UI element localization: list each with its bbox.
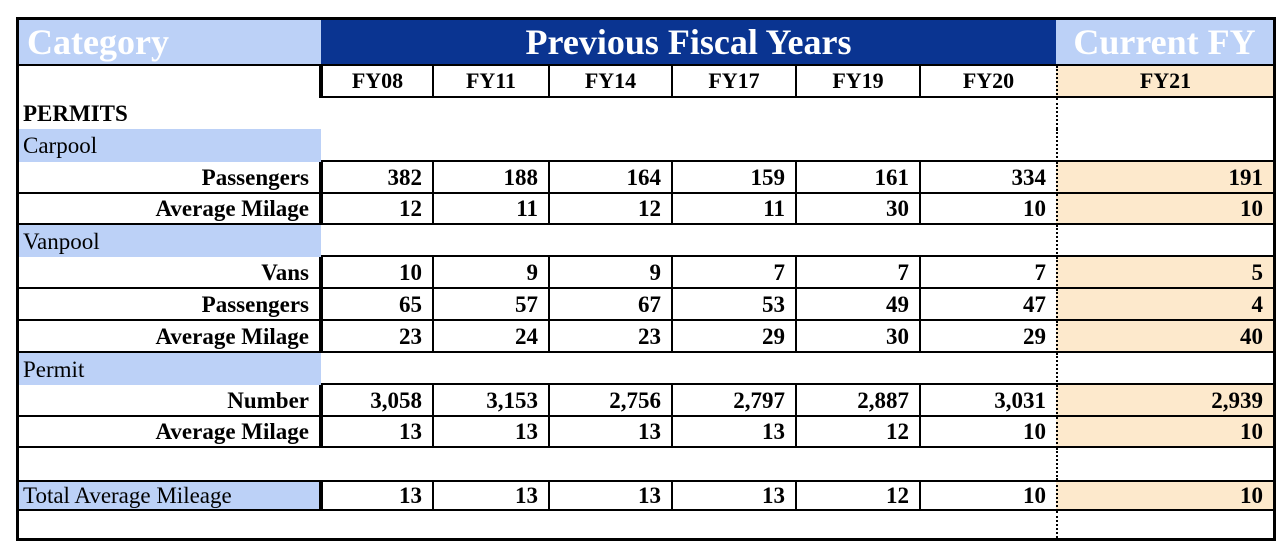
section-title: PERMITS <box>23 101 128 126</box>
row-label: Average Milage <box>19 321 321 353</box>
value-cell: 3,031 <box>919 385 1056 417</box>
value-cell: 164 <box>548 162 671 194</box>
value-cell: 9 <box>432 257 548 289</box>
blank-cell <box>19 448 1056 480</box>
year-header-fy20: FY20 <box>919 66 1056 98</box>
blank-cell <box>321 225 1056 257</box>
year-header-fy17: FY17 <box>671 66 795 98</box>
value-cell: 13 <box>321 480 432 511</box>
value-cell: 47 <box>919 289 1056 321</box>
blank-cell <box>19 66 321 98</box>
row-label: Average Milage <box>19 194 321 225</box>
value-cell: 5 <box>1056 257 1273 289</box>
group-label-permit: Permit <box>19 353 321 385</box>
value-cell: 13 <box>432 480 548 511</box>
row-label: Passengers <box>19 162 321 194</box>
blank-cell <box>321 129 1056 162</box>
value-cell: 2,797 <box>671 385 795 417</box>
value-cell: 13 <box>671 480 795 511</box>
value-cell: 57 <box>432 289 548 321</box>
blank-cell <box>1056 129 1273 162</box>
value-cell: 382 <box>321 162 432 194</box>
year-header-fy11: FY11 <box>432 66 548 98</box>
value-cell: 159 <box>671 162 795 194</box>
blank-cell <box>321 353 1056 385</box>
value-cell: 10 <box>919 480 1056 511</box>
value-cell: 10 <box>1056 480 1273 511</box>
value-cell: 13 <box>321 417 432 448</box>
value-cell: 3,058 <box>321 385 432 417</box>
blank-cell <box>1056 511 1273 538</box>
value-cell: 23 <box>321 321 432 353</box>
year-header-fy21: FY21 <box>1056 66 1273 98</box>
value-cell: 7 <box>919 257 1056 289</box>
value-cell: 13 <box>432 417 548 448</box>
value-cell: 29 <box>919 321 1056 353</box>
value-cell: 334 <box>919 162 1056 194</box>
group-label-carpool: Carpool <box>19 129 321 162</box>
value-cell: 23 <box>548 321 671 353</box>
year-header-fy14: FY14 <box>548 66 671 98</box>
value-cell: 4 <box>1056 289 1273 321</box>
value-cell: 12 <box>548 194 671 225</box>
value-cell: 13 <box>671 417 795 448</box>
value-cell: 10 <box>919 417 1056 448</box>
mileage-table: Category Previous Fiscal Years Current FY F… <box>16 17 1276 541</box>
blank-cell <box>1056 225 1273 257</box>
row-label: Vans <box>19 257 321 289</box>
value-cell: 12 <box>795 417 919 448</box>
value-cell: 29 <box>671 321 795 353</box>
row-label: Total Average Mileage <box>19 480 321 511</box>
value-cell: 30 <box>795 321 919 353</box>
header-previous-fiscal-years: Previous Fiscal Years <box>321 20 1056 66</box>
value-cell: 53 <box>671 289 795 321</box>
value-cell: 10 <box>321 257 432 289</box>
value-cell: 2,887 <box>795 385 919 417</box>
value-cell: 11 <box>432 194 548 225</box>
value-cell: 161 <box>795 162 919 194</box>
value-cell: 10 <box>919 194 1056 225</box>
value-cell: 67 <box>548 289 671 321</box>
header-category: Category <box>19 20 321 66</box>
value-cell: 11 <box>671 194 795 225</box>
value-cell: 49 <box>795 289 919 321</box>
row-label: Average Milage <box>19 417 321 448</box>
blank-cell <box>1056 98 1273 129</box>
blank-cell <box>1056 448 1273 480</box>
value-cell: 13 <box>548 480 671 511</box>
value-cell: 3,153 <box>432 385 548 417</box>
value-cell: 10 <box>1056 194 1273 225</box>
value-cell: 9 <box>548 257 671 289</box>
blank-cell <box>1056 353 1273 385</box>
year-header-fy19: FY19 <box>795 66 919 98</box>
header-current-fy: Current FY <box>1056 20 1273 66</box>
value-cell: 12 <box>795 480 919 511</box>
value-cell: 12 <box>321 194 432 225</box>
value-cell: 24 <box>432 321 548 353</box>
value-cell: 188 <box>432 162 548 194</box>
value-cell: 13 <box>548 417 671 448</box>
value-cell: 10 <box>1056 417 1273 448</box>
value-cell: 2,756 <box>548 385 671 417</box>
group-label-vanpool: Vanpool <box>19 225 321 257</box>
row-label: Passengers <box>19 289 321 321</box>
value-cell: 7 <box>671 257 795 289</box>
value-cell: 2,939 <box>1056 385 1273 417</box>
blank-cell <box>19 511 1056 538</box>
row-label: Number <box>19 385 321 417</box>
value-cell: 65 <box>321 289 432 321</box>
table-grid: Category Previous Fiscal Years Current FY F… <box>19 20 1273 538</box>
year-header-fy08: FY08 <box>321 66 432 98</box>
value-cell: 30 <box>795 194 919 225</box>
value-cell: 191 <box>1056 162 1273 194</box>
value-cell: 7 <box>795 257 919 289</box>
value-cell: 40 <box>1056 321 1273 353</box>
